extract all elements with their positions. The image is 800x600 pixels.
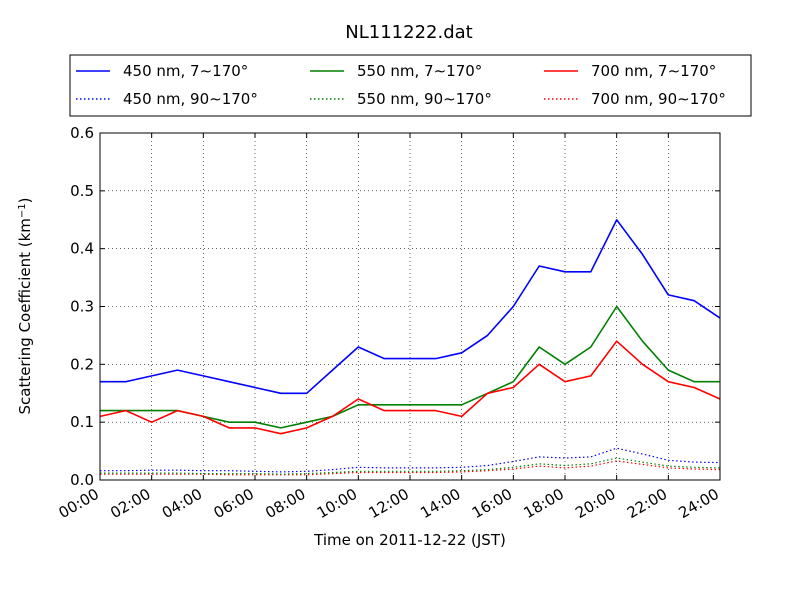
y-tick-label: 0.5 — [70, 182, 94, 200]
grid — [100, 133, 720, 480]
x-tick-labels: 00:00 02:00 04:00 06:00 08:00 10:00 12:00 14:00… — [56, 485, 722, 522]
legend-label: 700 nm, 7∼170° — [591, 62, 716, 80]
legend-frame — [69, 54, 752, 117]
x-tick-label: 00:00 — [56, 485, 102, 522]
legend: 450 nm, 7∼170° 450 nm, 90∼170° 550 nm, 7∼1… — [69, 54, 752, 117]
x-tick-label: 12:00 — [366, 485, 412, 522]
y-tick-label: 0.4 — [70, 240, 94, 258]
x-tick-label: 08:00 — [262, 485, 308, 522]
x-tick-label: 18:00 — [521, 485, 567, 522]
series-line — [100, 460, 721, 476]
series-line — [100, 457, 721, 475]
y-axis-label-close: ) — [16, 197, 34, 203]
y-axis-label-exponent: −1 — [17, 203, 28, 218]
ticks — [99, 132, 721, 481]
y-tick-label: 0.3 — [70, 298, 94, 316]
x-tick-label: 24:00 — [676, 485, 722, 522]
legend-label: 550 nm, 7∼170° — [357, 62, 482, 80]
y-axis-label-main: Scattering Coefficient (km — [16, 218, 34, 414]
y-tick-label: 0.1 — [70, 413, 94, 431]
chart-title: NL111222.dat — [345, 22, 472, 43]
legend-label: 450 nm, 90∼170° — [123, 90, 258, 108]
y-tick-label: 0.2 — [70, 355, 94, 373]
legend-label: 550 nm, 90∼170° — [357, 90, 492, 108]
y-tick-labels: 0.0 0.1 0.2 0.3 0.4 0.5 0.6 — [70, 124, 94, 489]
legend-label: 450 nm, 7∼170° — [123, 62, 248, 80]
x-axis-label: Time on 2011-12-22 (JST) — [313, 531, 506, 549]
y-tick-label: 0.6 — [70, 124, 94, 142]
x-tick-label: 04:00 — [159, 485, 205, 522]
legend-label: 700 nm, 90∼170° — [591, 90, 726, 108]
x-tick-label: 22:00 — [624, 485, 670, 522]
x-tick-label: 20:00 — [572, 485, 618, 522]
series-line — [99, 340, 721, 435]
x-tick-label: 14:00 — [417, 485, 463, 522]
y-axis-label: Scattering Coefficient (km−1) — [16, 197, 34, 414]
x-tick-label: 16:00 — [469, 485, 515, 522]
x-tick-label: 06:00 — [211, 485, 257, 522]
x-tick-label: 02:00 — [107, 485, 153, 522]
series-layer — [99, 219, 721, 476]
series-line — [100, 219, 721, 395]
x-tick-label: 10:00 — [314, 485, 360, 522]
y-tick-label: 0.0 — [70, 471, 94, 489]
